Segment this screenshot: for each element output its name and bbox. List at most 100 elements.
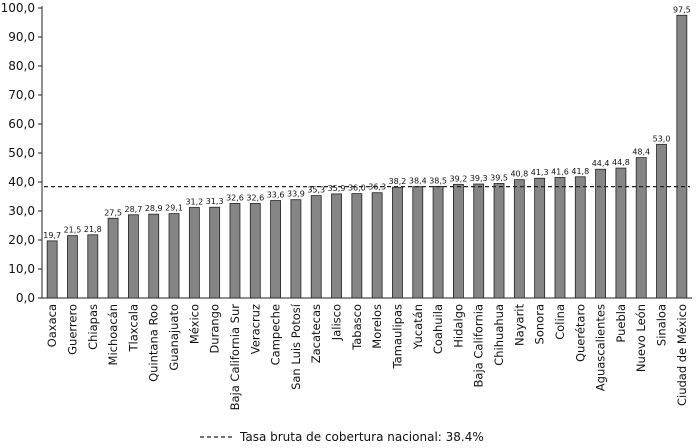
x-tick-label: México <box>187 304 201 344</box>
bar <box>310 195 322 299</box>
data-label: 33,6 <box>267 191 285 200</box>
data-label: 41,3 <box>531 168 549 177</box>
y-tick-label: 80,0 <box>8 59 35 73</box>
y-tick-label: 20,0 <box>8 233 35 247</box>
bar <box>107 217 119 299</box>
x-tick-label: Durango <box>208 304 222 354</box>
y-tick-label: 50,0 <box>8 146 35 160</box>
y-tick-label: 40,0 <box>8 175 35 189</box>
bar <box>270 200 281 299</box>
data-label: 29,1 <box>165 204 183 213</box>
data-label: 38,5 <box>429 176 447 185</box>
y-tick-label: 100,0 <box>1 1 35 15</box>
data-label: 27,5 <box>104 208 122 217</box>
data-label: 28,7 <box>125 205 143 214</box>
chart-axes: 0,0 10,0 20,0 30,0 40,0 50,0 60,0 70,0 80,0 90,0 1… <box>1 1 692 305</box>
x-tick-label: Nayarit <box>512 304 526 346</box>
bar <box>534 177 546 299</box>
bar <box>249 203 261 299</box>
x-tick-label: Guerrero <box>65 304 79 355</box>
x-tick-label: Baja California <box>472 304 486 387</box>
data-label: 39,3 <box>470 174 488 183</box>
bar <box>46 240 58 299</box>
bar <box>290 199 302 299</box>
bar <box>432 185 444 299</box>
bar <box>635 157 647 299</box>
x-tick-label: Oaxaca <box>45 304 59 347</box>
x-tick-label: Jalisco <box>330 304 344 341</box>
x-tick-label: Chiapas <box>86 304 100 350</box>
x-tick-label: Tabasco <box>350 304 364 351</box>
bar <box>513 179 525 299</box>
data-label: 40,8 <box>510 170 528 179</box>
data-label: 21,8 <box>84 225 102 234</box>
data-label: 31,2 <box>185 198 203 207</box>
data-label: 97,5 <box>673 5 691 14</box>
bar <box>87 234 99 299</box>
x-tick-label: Chihuahua <box>492 304 506 366</box>
y-tick-label: 30,0 <box>8 204 35 218</box>
x-tick-label: Nuevo León <box>634 304 648 372</box>
x-tick-label: Tlaxcala <box>126 304 140 352</box>
bar <box>371 192 383 299</box>
bar <box>574 176 586 299</box>
x-tick-label: Hidalgo <box>451 304 465 348</box>
data-label: 36,0 <box>348 184 366 193</box>
bar <box>209 206 221 299</box>
x-tick-label: Tamaulipas <box>390 304 404 369</box>
data-label: 53,0 <box>653 134 671 143</box>
bar <box>128 214 139 299</box>
data-label: 44,8 <box>612 158 630 167</box>
data-label: 28,9 <box>145 204 163 213</box>
bar <box>493 183 505 299</box>
data-label: 33,9 <box>287 190 305 199</box>
x-axis-labels: Oaxaca Guerrero Chiapas Michoacán Tlaxcala Qu… <box>45 303 689 410</box>
legend: Tasa bruta de cobertura nacional: 38.4% <box>200 430 484 444</box>
x-tick-label: Zacatecas <box>309 304 323 363</box>
x-tick-label: Querétaro <box>573 304 587 362</box>
bar <box>351 193 363 299</box>
legend-label: Tasa bruta de cobertura nacional: 38.4% <box>239 430 484 444</box>
bar <box>331 193 342 299</box>
x-tick-label: Quintana Roo <box>147 304 161 382</box>
data-label: 41,8 <box>571 167 589 176</box>
bar <box>148 213 160 299</box>
x-tick-label: San Luis Potosí <box>289 303 303 390</box>
data-label: 39,5 <box>490 173 508 182</box>
bar <box>473 183 485 299</box>
data-label: 35,3 <box>307 186 325 195</box>
x-tick-label: Veracruz <box>248 304 262 354</box>
data-label: 21,5 <box>64 226 82 235</box>
x-tick-label: Sonora <box>533 304 547 344</box>
x-tick-label: Ciudad de México <box>675 304 689 406</box>
data-labels: 19,721,5 21,827,5 28,7 28,9 29,131,2 31,3 32,6… <box>43 5 691 240</box>
bar <box>554 176 566 299</box>
x-tick-label: Puebla <box>614 304 628 343</box>
y-tick-label: 60,0 <box>8 117 35 131</box>
y-tick-label: 90,0 <box>8 30 35 44</box>
bar <box>392 186 403 299</box>
data-label: 32,6 <box>226 193 244 202</box>
y-tick-label: 70,0 <box>8 88 35 102</box>
data-label: 32,6 <box>246 193 264 202</box>
x-tick-label: Coahuila <box>431 304 445 354</box>
data-label: 44,4 <box>592 159 610 168</box>
data-label: 39,2 <box>450 174 468 183</box>
x-tick-label: Guanajuato <box>167 304 181 371</box>
bar <box>67 235 78 299</box>
x-tick-label: Baja California Sur <box>228 304 242 411</box>
bar <box>453 183 464 299</box>
y-tick-label: 10,0 <box>8 262 35 276</box>
data-label: 38,2 <box>389 177 407 186</box>
x-tick-label: Colina <box>553 304 567 340</box>
data-label: 35,9 <box>328 184 346 193</box>
bar <box>656 143 667 299</box>
x-tick-label: Campeche <box>269 304 283 365</box>
data-label: 48,4 <box>632 148 650 157</box>
data-label: 36,3 <box>368 183 386 192</box>
x-tick-label: Yucatán <box>411 304 425 350</box>
bar <box>412 186 424 299</box>
bar <box>188 207 200 299</box>
